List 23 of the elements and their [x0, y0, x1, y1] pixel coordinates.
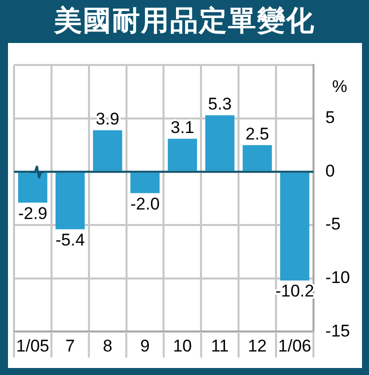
- data-label: 2.5: [245, 124, 270, 144]
- data-label: 3.9: [96, 109, 120, 128]
- data-label: -2.0: [130, 194, 160, 214]
- x-tick-label: 12: [248, 336, 267, 356]
- y-tick-label: 5: [325, 108, 335, 128]
- x-tick-label: 7: [65, 336, 75, 356]
- x-tick-label: 8: [102, 336, 112, 356]
- x-tick-label: 9: [140, 336, 150, 356]
- chart-title: 美國耐用品定單變化: [52, 3, 316, 39]
- data-label: -2.9: [18, 204, 48, 223]
- y-tick-label: -15: [325, 321, 350, 340]
- y-tick-label: -5: [325, 214, 341, 234]
- y-axis-title: %: [332, 76, 348, 96]
- data-label: -10.2: [275, 282, 314, 301]
- data-label: 3.1: [170, 118, 194, 137]
- y-tick-label: -10: [325, 268, 350, 288]
- data-label: -5.4: [55, 230, 85, 250]
- y-tick-label: 0: [325, 161, 335, 180]
- x-tick-label: 11: [211, 336, 229, 356]
- x-tick-label: 1/05: [16, 336, 50, 356]
- data-label: 5.3: [208, 94, 232, 114]
- x-tick-label: 10: [172, 336, 192, 356]
- x-tick-label: 1/06: [278, 336, 312, 356]
